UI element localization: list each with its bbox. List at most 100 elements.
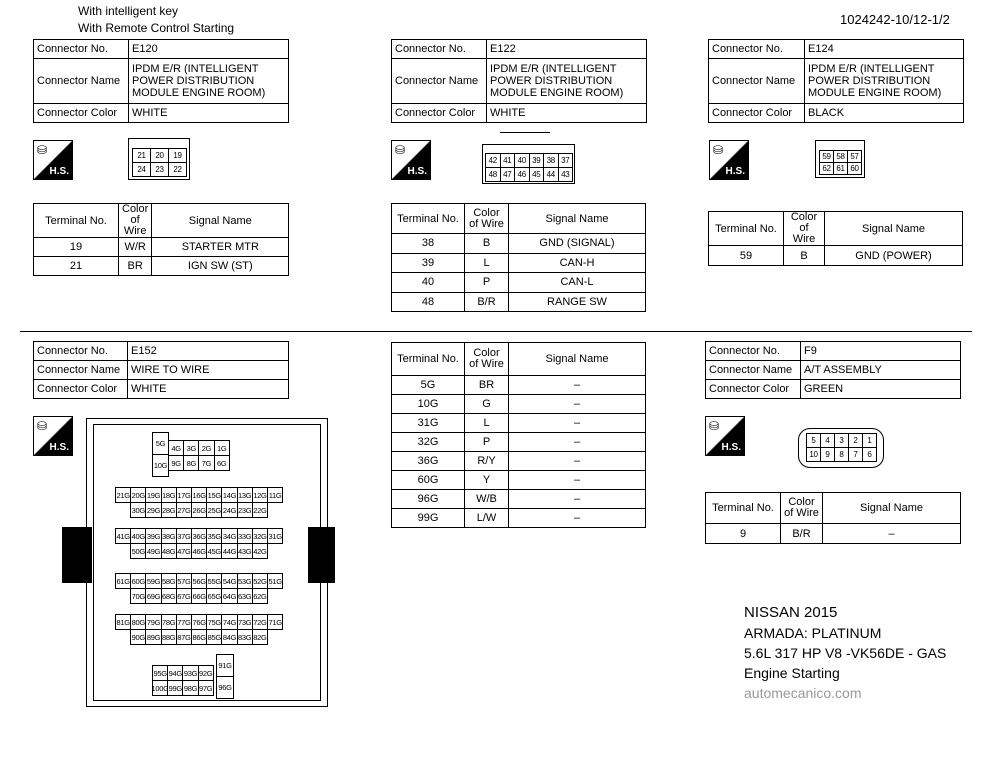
field-value: E124	[804, 39, 964, 59]
pin-cell: 40	[514, 153, 530, 168]
pin-cell: 77G	[175, 614, 192, 630]
field-label: Connector Color	[33, 103, 129, 123]
pin-cell: 81G	[115, 614, 132, 630]
table-row: 99G L/W –	[391, 508, 646, 528]
connector-color-row: Connector Color WHITE	[33, 379, 289, 399]
pin-cell: 6	[862, 447, 877, 462]
field-value: E152	[127, 341, 289, 361]
pin-cell: 3G	[183, 440, 200, 456]
field-label: Connector Name	[33, 58, 129, 104]
connector-icon: ⛁	[395, 143, 406, 157]
pin-cell: 4G	[168, 440, 185, 456]
terminal-no: 38	[391, 233, 465, 254]
column-header: Terminal No.	[391, 342, 465, 376]
pin-cell: 88G	[160, 629, 177, 645]
connector-info-table: Connector No. F9 Connector Name A/T ASSEMBL…	[705, 341, 961, 399]
terminal-header-row: Terminal No. Color of Wire Signal Name	[705, 492, 961, 524]
terminal-no: 60G	[391, 470, 465, 490]
pin-cell: 95G	[152, 665, 169, 681]
pin-cell: 57G	[175, 573, 192, 589]
pin-cell: 36G	[191, 528, 208, 544]
pin-cell: 46G	[191, 543, 208, 559]
pin-cell: 5G	[152, 432, 169, 455]
pin-cell: 7G	[198, 455, 215, 471]
pin-cell: 52G	[251, 573, 268, 589]
hs-label: H.S.	[407, 166, 427, 177]
column-header: Terminal No.	[33, 203, 119, 238]
pin-cell: 42G	[251, 543, 268, 559]
pin-cell: 44G	[221, 543, 238, 559]
terminal-header-row: Terminal No. Color of Wire Signal Name	[33, 203, 290, 238]
pin-cell: 75G	[206, 614, 223, 630]
pin-cell: 5	[806, 433, 821, 448]
pin-cell: 41	[499, 153, 515, 168]
pin-cell: 69G	[145, 588, 162, 604]
pin-cell: 49G	[145, 543, 162, 559]
pin-cell: 70G	[130, 588, 147, 604]
pin-cell: 24G	[221, 502, 238, 518]
pin-cell: 65G	[206, 588, 223, 604]
pin-cell: 11G	[267, 487, 284, 503]
field-value: WHITE	[486, 103, 647, 123]
pin-cell: 51G	[267, 573, 284, 589]
field-label: Connector Name	[33, 360, 128, 380]
signal-name: –	[508, 508, 646, 528]
hs-label: H.S.	[721, 442, 741, 453]
wire-color: P	[464, 272, 509, 293]
pin-cell: 46	[514, 167, 530, 182]
signal-name: –	[508, 375, 646, 395]
connector-face-e122	[482, 144, 575, 184]
pin-cell: 48	[485, 167, 501, 182]
pin-cell: 61G	[115, 573, 132, 589]
harness-side-icon: ⛁ H.S.	[33, 140, 73, 180]
pin-cell: 73G	[236, 614, 253, 630]
pin-cell: 93G	[182, 665, 199, 681]
table-row: 31G L –	[391, 413, 646, 433]
field-label: Connector Color	[33, 379, 128, 399]
field-value: E120	[128, 39, 289, 59]
field-label: Connector No.	[391, 39, 487, 59]
field-label: Connector Color	[391, 103, 487, 123]
pin-cell: 100G	[152, 680, 169, 696]
connector-name-row: Connector Name IPDM E/R (INTELLIGENT POWE…	[708, 58, 964, 104]
pin-cell: 78G	[160, 614, 177, 630]
terminal-header-row: Terminal No. Color of Wire Signal Name	[391, 342, 646, 376]
vehicle-make: NISSAN 2015	[744, 604, 838, 621]
pin-cell: 92G	[197, 665, 214, 681]
pin-cell: 24	[132, 162, 151, 177]
connector-color-row: Connector Color BLACK	[708, 103, 964, 123]
connector-key-e122	[500, 132, 550, 133]
pin-cell: 38G	[160, 528, 177, 544]
diagram-system: Engine Starting	[744, 665, 840, 681]
connector-icon: ⛁	[37, 143, 48, 157]
vehicle-engine: 5.6L 317 HP V8 -VK56DE - GAS	[744, 645, 947, 661]
pin-cell: 23G	[236, 502, 253, 518]
pin-cell: 67G	[175, 588, 192, 604]
terminal-no: 39	[391, 252, 465, 273]
pin-cell: 16G	[191, 487, 208, 503]
connector-face-f9	[798, 428, 884, 468]
connector-no-row: Connector No. F9	[705, 341, 961, 361]
hs-label: H.S.	[725, 166, 745, 177]
terminal-no: 40	[391, 272, 465, 293]
pin-cell: 10	[806, 447, 821, 462]
pin-cell: 22G	[251, 502, 268, 518]
wire-color: W/B	[464, 489, 509, 509]
pin-cell: 87G	[175, 629, 192, 645]
pin-cell: 62	[819, 162, 834, 175]
pin-cell: 38	[543, 153, 559, 168]
terminal-no: 5G	[391, 375, 465, 395]
connector-color-row: Connector Color WHITE	[391, 103, 647, 123]
connector-no-row: Connector No. E152	[33, 341, 289, 361]
pin-cell: 35G	[206, 528, 223, 544]
signal-name: IGN SW (ST)	[151, 256, 290, 276]
pin-cell: 18G	[160, 487, 177, 503]
field-label: Connector No.	[708, 39, 805, 59]
signal-name: GND (POWER)	[824, 245, 963, 266]
pin-cell: 68G	[160, 588, 177, 604]
terminal-no: 48	[391, 291, 465, 312]
pin-cell: 29G	[145, 502, 162, 518]
column-header: Color of Wire	[117, 203, 153, 238]
pin-cell: 42	[485, 153, 501, 168]
